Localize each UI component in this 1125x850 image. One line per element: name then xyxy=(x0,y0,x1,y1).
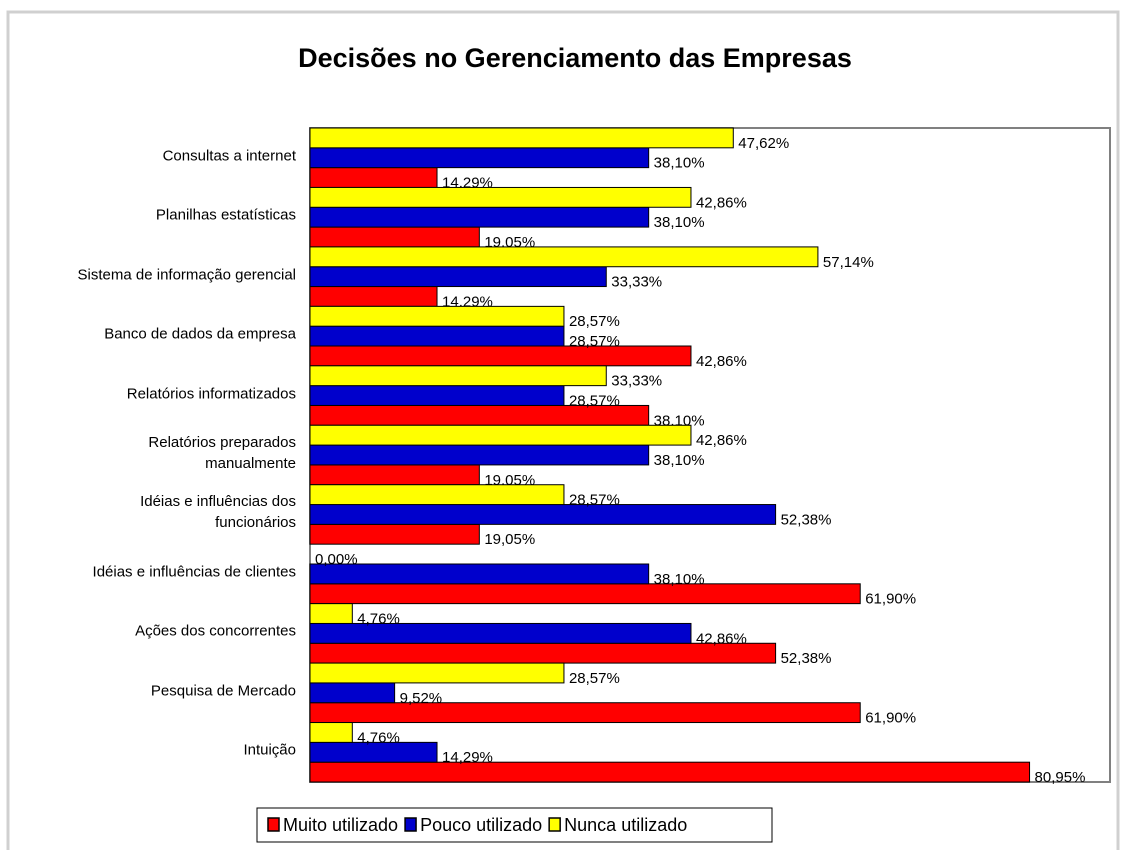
data-label: 33,33% xyxy=(611,274,662,291)
legend-label: Nunca utilizado xyxy=(564,815,687,835)
bar xyxy=(309,464,480,486)
data-label: 38,10% xyxy=(654,155,705,172)
bar xyxy=(309,186,692,208)
legend-label: Pouco utilizado xyxy=(420,815,542,835)
legend-box xyxy=(256,807,773,843)
chart-title: Decisões no Gerenciamento das Empresas xyxy=(298,43,852,73)
data-label: 9,52% xyxy=(400,690,443,707)
data-label: 38,10% xyxy=(654,571,705,588)
bar xyxy=(309,484,565,506)
bar xyxy=(309,246,819,268)
legend-swatch xyxy=(404,817,417,832)
bar xyxy=(309,167,438,188)
y-tick-label: Relatórios preparados manualmente xyxy=(148,434,296,472)
y-tick-label: Banco de dados da empresa xyxy=(104,325,296,343)
bar xyxy=(309,286,438,307)
bar xyxy=(309,385,565,406)
data-label: 38,10% xyxy=(654,452,705,469)
bar xyxy=(309,504,777,525)
bar xyxy=(309,741,438,763)
bar xyxy=(309,444,650,466)
legend-swatch xyxy=(267,817,280,832)
data-label: 0,00% xyxy=(315,551,358,568)
bar xyxy=(309,345,692,367)
data-label: 42,86% xyxy=(696,630,747,647)
bar xyxy=(309,127,734,149)
data-label: 42,86% xyxy=(696,353,747,370)
y-tick-label: Intuição xyxy=(243,741,296,759)
y-tick-label: Sistema de informação gerencial xyxy=(77,266,296,284)
bar xyxy=(309,761,1031,783)
data-label: 28,57% xyxy=(569,313,620,330)
bar xyxy=(309,523,480,545)
data-label: 14,29% xyxy=(442,749,493,766)
data-label: 61,90% xyxy=(865,591,916,608)
data-label: 80,95% xyxy=(1035,769,1086,786)
bar xyxy=(309,702,861,724)
data-label: 52,38% xyxy=(781,511,832,528)
data-label: 28,57% xyxy=(569,670,620,687)
data-label: 19,05% xyxy=(484,531,535,548)
bar xyxy=(309,622,692,644)
bar xyxy=(309,226,480,248)
bar xyxy=(309,424,692,446)
y-tick-label: Relatórios informatizados xyxy=(126,385,296,403)
bar xyxy=(309,365,607,387)
bar xyxy=(309,662,565,684)
data-label: 38,10% xyxy=(654,214,705,231)
bar xyxy=(309,583,861,605)
data-label: 28,57% xyxy=(569,333,620,350)
bar xyxy=(309,722,353,743)
data-label: 57,14% xyxy=(823,254,874,271)
y-tick-label: Planilhas estatísticas xyxy=(155,206,296,224)
y-tick-label: Ações dos concorrentes xyxy=(135,622,296,640)
bar xyxy=(309,266,607,288)
bar xyxy=(309,325,565,347)
y-tick-label: Pesquisa de Mercado xyxy=(150,682,296,700)
data-label: 28,57% xyxy=(569,393,620,410)
y-tick-label: Consultas a internet xyxy=(162,147,296,165)
bar xyxy=(309,682,396,704)
data-label: 61,90% xyxy=(865,710,916,727)
legend-swatch xyxy=(548,817,561,832)
legend-label: Muito utilizado xyxy=(283,815,398,835)
data-label: 42,86% xyxy=(696,432,747,449)
bar xyxy=(309,206,650,228)
bar xyxy=(309,603,353,624)
data-label: 4,76% xyxy=(357,611,400,628)
data-label: 28,57% xyxy=(569,492,620,509)
data-label: 52,38% xyxy=(781,650,832,667)
bar xyxy=(309,563,650,585)
data-label: 33,33% xyxy=(611,373,662,390)
bar xyxy=(309,305,565,327)
bar xyxy=(309,147,650,169)
y-tick-label: Idéias e influências dos funcionários xyxy=(140,493,296,532)
data-label: 42,86% xyxy=(696,194,747,211)
data-label: 47,62% xyxy=(738,135,789,152)
data-label: 4,76% xyxy=(357,729,400,746)
y-tick-label: Idéias e influências de clientes xyxy=(92,563,296,581)
